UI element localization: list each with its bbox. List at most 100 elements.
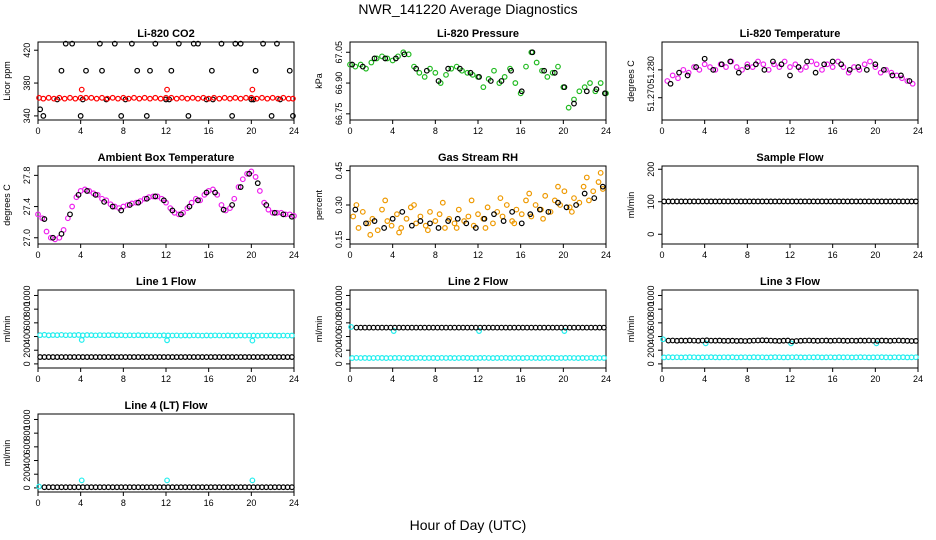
data-point xyxy=(701,61,708,68)
data-point xyxy=(880,66,887,73)
x-tick-label: 8 xyxy=(745,126,750,136)
y-axis-label: degrees C xyxy=(626,60,636,102)
data-point xyxy=(476,73,482,80)
data-point xyxy=(542,192,549,199)
x-tick-label: 8 xyxy=(121,374,126,384)
data-point xyxy=(541,67,548,74)
data-point xyxy=(252,174,259,180)
data-point xyxy=(179,94,185,101)
data-point xyxy=(389,215,396,222)
data-point xyxy=(220,206,227,213)
x-tick-label: 8 xyxy=(745,250,750,260)
data-point xyxy=(218,40,225,47)
x-tick-label: 12 xyxy=(161,126,171,136)
data-point xyxy=(109,94,116,101)
data-point xyxy=(154,193,161,200)
data-point xyxy=(518,88,525,95)
data-point xyxy=(288,484,295,491)
panel-line3: Line 3 Flow ml/min 0 4 8 12 16 20 24 0 20040060080… xyxy=(626,276,923,384)
data-point xyxy=(551,69,558,76)
data-point xyxy=(399,208,406,215)
x-tick-label: 8 xyxy=(433,374,438,384)
data-point xyxy=(120,94,127,101)
y-tick-label: 600 xyxy=(22,315,32,330)
data-point xyxy=(680,66,687,73)
x-tick-label: 24 xyxy=(289,126,299,136)
y-tick-label: 200 xyxy=(334,343,344,358)
data-point xyxy=(35,211,41,218)
data-point xyxy=(58,230,65,237)
data-point xyxy=(591,195,598,202)
x-tick-label: 20 xyxy=(246,498,256,508)
data-point xyxy=(561,328,568,334)
data-point xyxy=(855,64,862,70)
x-tick-label: 24 xyxy=(601,374,611,384)
y-tick-label: 27.0 xyxy=(22,229,32,247)
chart-title: Ambient Box Temperature xyxy=(98,152,235,164)
data-point xyxy=(280,94,287,101)
data-point xyxy=(200,94,207,101)
data-point xyxy=(904,78,911,84)
series-black xyxy=(665,337,919,345)
data-point xyxy=(781,58,788,65)
data-point xyxy=(96,40,103,47)
data-point xyxy=(197,197,204,204)
plot-frame xyxy=(37,41,295,121)
data-point xyxy=(532,202,539,208)
data-point xyxy=(544,73,551,80)
y-tick-label: 0 xyxy=(22,361,32,366)
y-axis-label: ml/min xyxy=(626,192,636,219)
data-point xyxy=(545,208,552,215)
data-point xyxy=(135,199,142,206)
y-tick-label: 0 xyxy=(646,232,656,237)
data-point xyxy=(497,195,504,202)
data-point xyxy=(231,195,238,202)
series-black xyxy=(37,40,296,119)
x-tick-label: 0 xyxy=(35,126,40,136)
data-point xyxy=(269,94,276,101)
x-tick-label: 0 xyxy=(35,250,40,260)
data-point xyxy=(498,78,505,84)
x-tick-label: 4 xyxy=(78,126,83,136)
data-point xyxy=(454,215,461,222)
y-tick-label: 380 xyxy=(22,76,32,91)
data-point xyxy=(229,202,236,208)
data-point xyxy=(394,211,400,218)
x-tick-label: 16 xyxy=(204,250,214,260)
data-point xyxy=(416,69,423,76)
y-axis-label: percent xyxy=(314,189,324,220)
x-tick-label: 8 xyxy=(121,250,126,260)
x-tick-label: 4 xyxy=(702,250,707,260)
x-tick-label: 12 xyxy=(161,374,171,384)
data-point xyxy=(676,69,682,76)
y-tick-label: 0 xyxy=(334,361,344,366)
y-axis-label: Licor ppm xyxy=(2,61,12,101)
data-point xyxy=(861,61,868,68)
x-tick-label: 4 xyxy=(78,250,83,260)
data-point xyxy=(526,190,533,197)
x-tick-label: 16 xyxy=(204,374,214,384)
data-point xyxy=(539,67,545,74)
data-point xyxy=(83,94,89,101)
data-point xyxy=(439,199,446,206)
x-tick-label: 24 xyxy=(913,126,923,136)
data-point xyxy=(909,80,916,87)
data-point xyxy=(889,72,896,79)
data-point xyxy=(271,209,278,216)
x-tick-label: 16 xyxy=(828,250,838,260)
data-point xyxy=(40,95,47,102)
y-axis-label: kPa xyxy=(314,73,324,89)
data-point xyxy=(702,340,709,347)
x-tick-label: 24 xyxy=(913,374,923,384)
data-point xyxy=(75,191,82,198)
data-point xyxy=(274,40,280,47)
data-point xyxy=(712,66,719,73)
data-point xyxy=(288,332,295,339)
x-tick-label: 12 xyxy=(785,250,795,260)
data-point xyxy=(427,208,433,215)
data-point xyxy=(739,66,745,73)
y-tick-label: 0.45 xyxy=(334,162,344,180)
data-point xyxy=(373,55,380,62)
chart-title: Sample Flow xyxy=(756,152,824,164)
